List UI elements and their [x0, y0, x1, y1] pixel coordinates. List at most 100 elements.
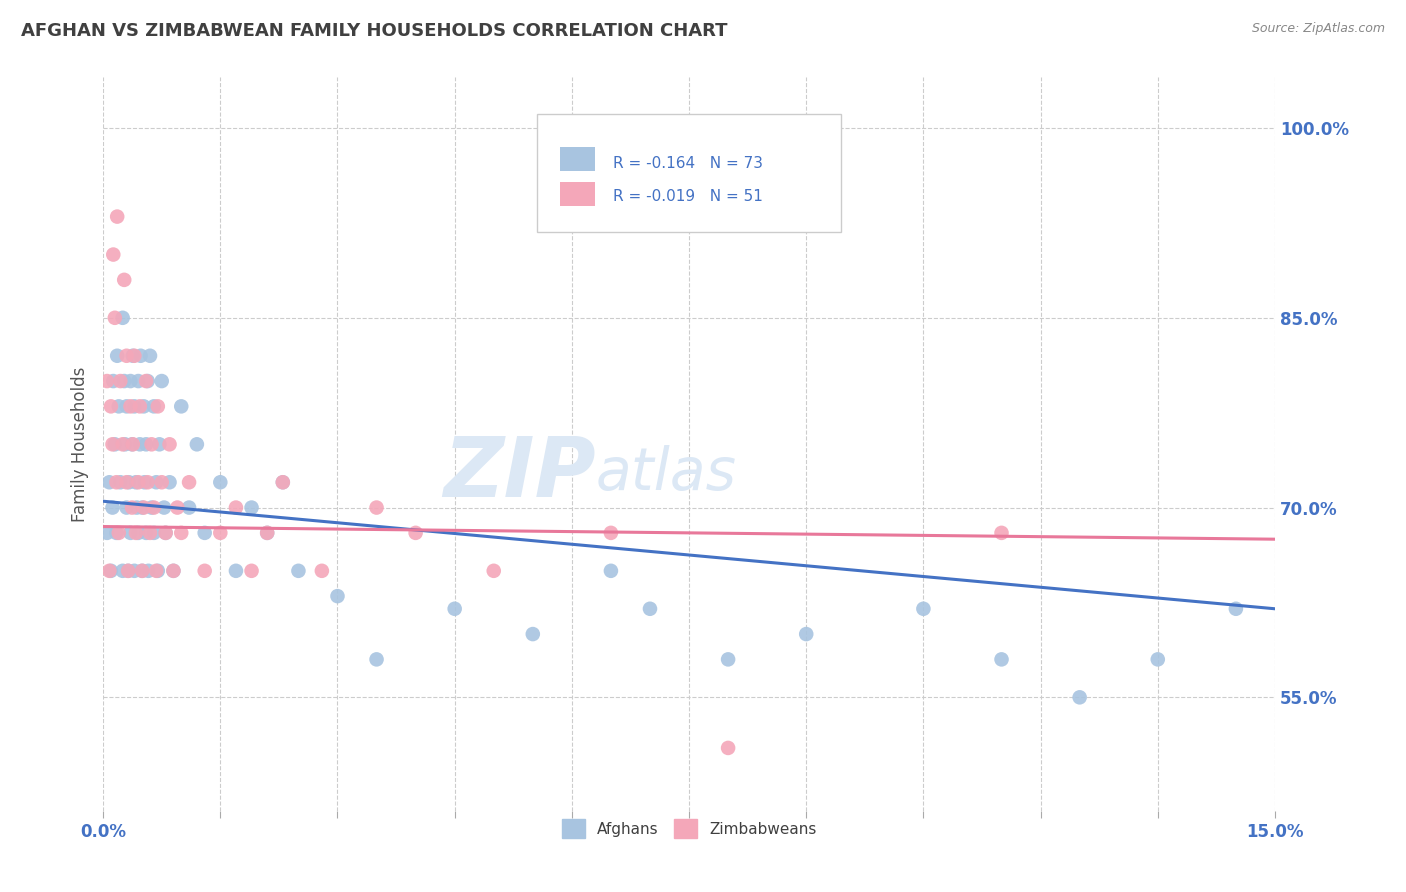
Point	[162, 564, 184, 578]
Point	[638, 601, 661, 615]
Point	[135, 437, 157, 451]
Point	[717, 740, 740, 755]
Point	[136, 475, 159, 490]
Point	[127, 475, 149, 490]
Point	[159, 437, 181, 451]
Point	[186, 437, 208, 451]
Point	[522, 627, 544, 641]
Point	[1069, 690, 1091, 705]
Point	[405, 525, 427, 540]
Point	[271, 475, 294, 490]
Point	[912, 601, 935, 615]
Point	[150, 374, 173, 388]
Point	[128, 437, 150, 451]
Point	[146, 564, 169, 578]
Text: R = -0.164   N = 73: R = -0.164 N = 73	[613, 156, 763, 170]
Legend: Afghans, Zimbabweans: Afghans, Zimbabweans	[555, 813, 823, 844]
Point	[117, 564, 139, 578]
Point	[240, 500, 263, 515]
Point	[256, 525, 278, 540]
Point	[100, 400, 122, 414]
Point	[98, 564, 121, 578]
Point	[142, 500, 165, 515]
Point	[240, 564, 263, 578]
Point	[117, 564, 139, 578]
Point	[131, 500, 153, 515]
Point	[132, 500, 155, 515]
Point	[105, 210, 128, 224]
Point	[209, 475, 232, 490]
Point	[209, 525, 232, 540]
Point	[170, 525, 193, 540]
Point	[111, 310, 134, 325]
Point	[136, 374, 159, 388]
Point	[311, 564, 333, 578]
Point	[139, 349, 162, 363]
Point	[141, 500, 163, 515]
Point	[98, 475, 121, 490]
Point	[1146, 652, 1168, 666]
Point	[194, 564, 217, 578]
Point	[482, 564, 505, 578]
Point	[443, 601, 465, 615]
Point	[134, 475, 156, 490]
Point	[103, 374, 125, 388]
Point	[101, 437, 124, 451]
Point	[107, 400, 129, 414]
Point	[121, 437, 143, 451]
Point	[115, 349, 138, 363]
Point	[112, 273, 135, 287]
Point	[155, 525, 177, 540]
Point	[132, 400, 155, 414]
Point	[127, 374, 149, 388]
Text: ZIP: ZIP	[443, 434, 595, 514]
Point	[125, 475, 148, 490]
Point	[155, 525, 177, 540]
Point	[105, 475, 128, 490]
Point	[225, 500, 247, 515]
Point	[112, 374, 135, 388]
Point	[128, 400, 150, 414]
Point	[115, 475, 138, 490]
Point	[170, 400, 193, 414]
Bar	[560, 147, 595, 171]
Point	[121, 349, 143, 363]
FancyBboxPatch shape	[537, 114, 841, 232]
Point	[159, 475, 181, 490]
Point	[127, 525, 149, 540]
Point	[600, 564, 623, 578]
Point	[110, 475, 132, 490]
Point	[110, 374, 132, 388]
Point	[120, 374, 142, 388]
Point	[366, 652, 388, 666]
Point	[194, 525, 217, 540]
Text: atlas: atlas	[595, 445, 737, 502]
Point	[105, 349, 128, 363]
Point	[111, 437, 134, 451]
Point	[96, 374, 118, 388]
Point	[287, 564, 309, 578]
Point	[166, 500, 188, 515]
Point	[111, 564, 134, 578]
Point	[104, 437, 127, 451]
Text: AFGHAN VS ZIMBABWEAN FAMILY HOUSEHOLDS CORRELATION CHART: AFGHAN VS ZIMBABWEAN FAMILY HOUSEHOLDS C…	[21, 22, 727, 40]
Point	[114, 437, 136, 451]
Point	[256, 525, 278, 540]
Point	[100, 564, 122, 578]
Point	[104, 310, 127, 325]
Point	[150, 475, 173, 490]
Point	[118, 475, 141, 490]
Point	[120, 525, 142, 540]
Point	[142, 400, 165, 414]
Point	[124, 400, 146, 414]
Point	[125, 525, 148, 540]
Point	[990, 652, 1012, 666]
Point	[366, 500, 388, 515]
Point	[148, 437, 170, 451]
Point	[145, 475, 167, 490]
Point	[1225, 601, 1247, 615]
Point	[124, 564, 146, 578]
Point	[129, 349, 152, 363]
Point	[794, 627, 817, 641]
Point	[115, 500, 138, 515]
